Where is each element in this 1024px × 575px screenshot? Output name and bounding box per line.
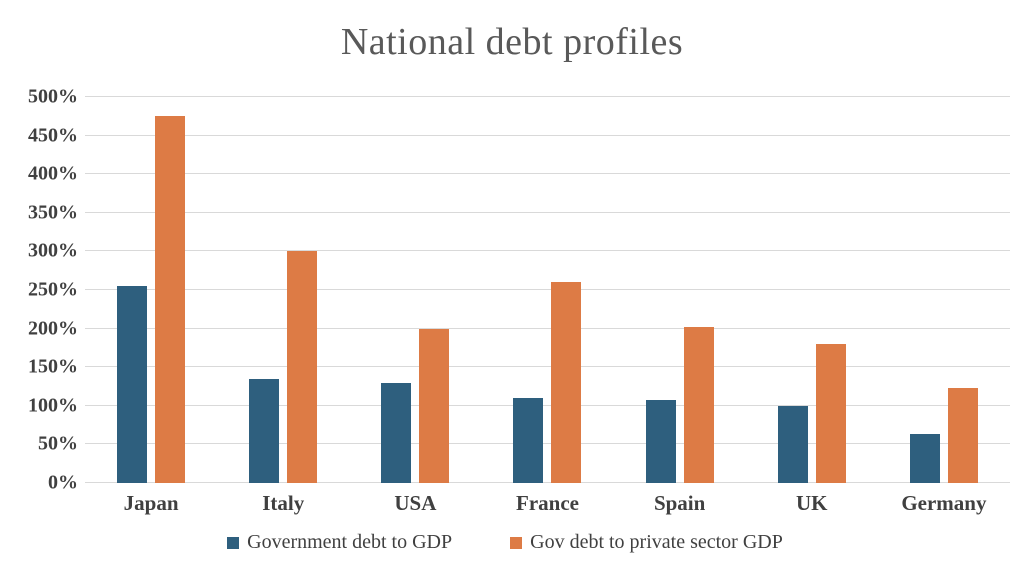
bar-group-japan [85,97,217,483]
x-label-usa: USA [394,491,437,515]
chart-title: National debt profiles [340,21,684,63]
y-axis: 0% 50% 100% 150% 200% 250% 300% 350% 400% 450% 500… [0,86,78,494]
x-label-uk: UK [796,491,828,515]
bar-france-government-debt-to-gdp [513,398,544,483]
bar-group-italy [217,97,349,483]
bar-group-germany [878,97,1010,483]
y-tick-label: 450% [28,124,78,147]
x-axis: Japan Italy USA France Spain UK Germany [85,491,1010,516]
bar-italy-government-debt-to-gdp [249,378,280,483]
y-tick-label: 250% [28,278,78,301]
gridline [85,482,1010,483]
bar-group-usa [349,97,481,483]
y-tick-label: 150% [28,355,78,378]
x-label-italy: Italy [262,491,305,515]
bar-spain-government-debt-to-gdp [645,400,676,483]
x-label-spain: Spain [653,491,706,515]
bar-uk-gov-debt-to-private-sector-gdp [815,344,846,483]
bar-group-france [481,97,613,483]
y-tick-label: 0% [48,471,78,494]
bar-usa-gov-debt-to-private-sector-gdp [419,328,450,483]
bar-group-spain [614,97,746,483]
y-tick-label: 200% [28,317,78,340]
bar-uk-government-debt-to-gdp [777,405,808,483]
legend-swatch-icon [227,536,240,549]
bar-japan-government-debt-to-gdp [117,286,148,483]
legend-label: Gov debt to private sector GDP [530,531,783,553]
bar-italy-gov-debt-to-private-sector-gdp [287,251,318,483]
y-tick-label: 300% [28,239,78,262]
gridline [85,134,1010,136]
bar-germany-gov-debt-to-private-sector-gdp [947,388,978,483]
gridline [85,250,1010,252]
bar-usa-government-debt-to-gdp [381,382,412,483]
x-label-france: France [516,491,579,515]
gridline [85,289,1010,290]
gridline [85,327,1010,329]
legend-item-government-debt-to-gdp: Government debt to GDP [227,531,452,554]
gridline [85,173,1010,175]
y-tick-label: 350% [28,201,78,224]
x-label-germany: Germany [901,491,987,515]
bar-spain-gov-debt-to-private-sector-gdp [683,327,714,483]
gridline [85,366,1010,368]
bar-france-gov-debt-to-private-sector-gdp [551,282,582,483]
gridline [85,404,1010,406]
legend-swatch-icon [510,536,523,549]
bar-germany-government-debt-to-gdp [909,434,940,483]
legend-label: Government debt to GDP [247,531,453,553]
y-tick-label: 400% [28,162,78,185]
gridline [85,96,1010,97]
y-tick-label: 500% [28,85,78,108]
gridline [85,211,1010,213]
y-tick-label: 100% [28,394,78,417]
plot-area [85,96,1010,483]
gridline [85,443,1010,445]
legend: Government debt to GDP Gov debt to privat… [0,531,1010,554]
legend-item-gov-debt-to-private-sector-gdp: Gov debt to private sector GDP [510,531,783,554]
bar-group-uk [746,97,878,483]
x-label-japan: Japan [123,491,179,515]
bar-japan-gov-debt-to-private-sector-gdp [155,116,186,483]
y-tick-label: 50% [38,432,78,455]
